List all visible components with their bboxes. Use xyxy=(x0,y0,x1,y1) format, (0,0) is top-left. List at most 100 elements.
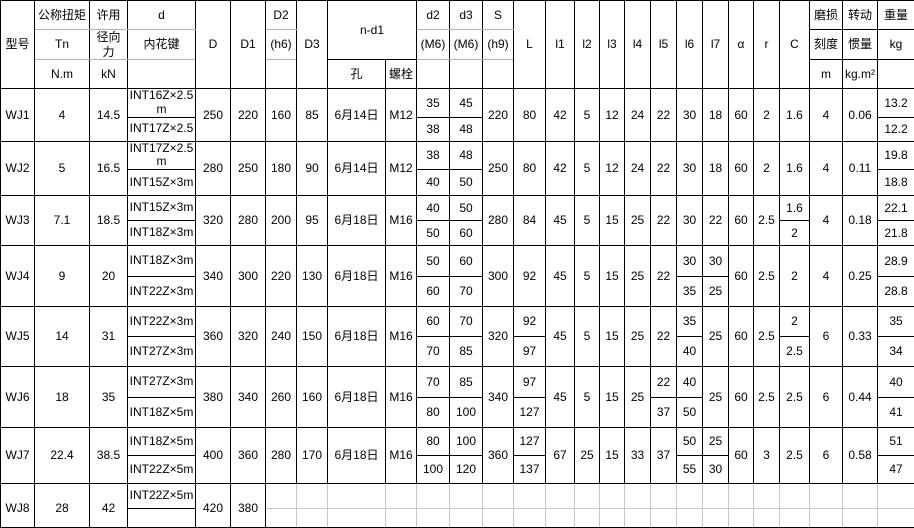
cell-WJ3-l3[interactable]: 15 xyxy=(600,196,625,246)
cell-WJ8-kn[interactable]: 42 xyxy=(90,484,128,528)
cell-WJ1-l7[interactable]: 18 xyxy=(703,89,729,142)
cell-WJ4-D3[interactable]: 130 xyxy=(297,246,328,307)
cell-WJ8-D3-1[interactable] xyxy=(297,484,328,509)
cell-WJ8-weight-2[interactable] xyxy=(878,509,914,528)
cell-WJ6-L-1[interactable]: 97 xyxy=(514,367,546,398)
cell-WJ5-C-1[interactable]: 2 xyxy=(780,307,810,337)
header-weight-title[interactable]: 重量 xyxy=(878,1,914,30)
cell-WJ8-wear-2[interactable] xyxy=(810,509,843,528)
cell-WJ4-D1[interactable]: 300 xyxy=(231,246,266,307)
cell-WJ8-l5-1[interactable] xyxy=(651,484,677,509)
cell-WJ5-l1[interactable]: 45 xyxy=(546,307,575,367)
cell-WJ8-l2-1[interactable] xyxy=(575,484,600,509)
cell-WJ2-wear[interactable]: 4 xyxy=(810,141,843,196)
cell-WJ1-weight-2[interactable]: 12.2 xyxy=(878,117,914,141)
cell-WJ1-d3-2[interactable]: 48 xyxy=(450,117,483,141)
cell-WJ7-l6-1[interactable]: 50 xyxy=(677,428,703,456)
cell-WJ4-l5[interactable]: 22 xyxy=(651,246,677,307)
cell-WJ7-l7-1[interactable]: 25 xyxy=(703,428,729,456)
cell-WJ4-model[interactable]: WJ4 xyxy=(1,246,35,307)
cell-WJ6-d3-1[interactable]: 85 xyxy=(450,367,483,398)
header-S-blank[interactable] xyxy=(483,60,514,89)
header-spline-title[interactable]: d xyxy=(128,1,196,30)
cell-WJ6-l5-1[interactable]: 22 xyxy=(651,367,677,398)
cell-WJ1-tn[interactable]: 4 xyxy=(35,89,90,142)
cell-WJ1-D3[interactable]: 85 xyxy=(297,89,328,142)
cell-WJ8-bolt-1[interactable] xyxy=(386,484,417,509)
cell-WJ4-l3[interactable]: 15 xyxy=(600,246,625,307)
cell-WJ8-D3-2[interactable] xyxy=(297,509,328,528)
cell-WJ7-inertia[interactable]: 0.58 xyxy=(843,428,878,484)
cell-WJ8-S-1[interactable] xyxy=(483,484,514,509)
cell-WJ5-D2[interactable]: 240 xyxy=(266,307,297,367)
header-radial-unit[interactable]: kN xyxy=(90,60,128,89)
cell-WJ1-d3-1[interactable]: 45 xyxy=(450,89,483,118)
cell-WJ3-inertia[interactable]: 0.18 xyxy=(843,196,878,246)
cell-WJ6-l6-1[interactable]: 40 xyxy=(677,367,703,398)
cell-WJ3-weight-2[interactable]: 21.8 xyxy=(878,221,914,246)
header-S-title[interactable]: S xyxy=(483,1,514,30)
cell-WJ7-bolt[interactable]: M16 xyxy=(386,428,417,484)
cell-WJ2-d3-1[interactable]: 48 xyxy=(450,141,483,170)
header-l7[interactable]: l7 xyxy=(703,1,729,89)
cell-WJ6-weight-1[interactable]: 40 xyxy=(878,367,914,398)
cell-WJ1-D2[interactable]: 160 xyxy=(266,89,297,142)
cell-WJ2-inertia[interactable]: 0.11 xyxy=(843,141,878,196)
cell-WJ8-weight-1[interactable] xyxy=(878,484,914,509)
cell-WJ5-r[interactable]: 2.5 xyxy=(754,307,780,367)
cell-WJ6-bolt[interactable]: M16 xyxy=(386,367,417,428)
header-weight-unit[interactable]: kg xyxy=(878,30,914,60)
cell-WJ8-alpha-2[interactable] xyxy=(729,509,754,528)
cell-WJ3-C-2[interactable]: 2 xyxy=(780,221,810,246)
cell-WJ8-C-1[interactable] xyxy=(780,484,810,509)
cell-WJ8-alpha-1[interactable] xyxy=(729,484,754,509)
cell-WJ6-l1[interactable]: 45 xyxy=(546,367,575,428)
cell-WJ4-D2[interactable]: 220 xyxy=(266,246,297,307)
cell-WJ3-l1[interactable]: 45 xyxy=(546,196,575,246)
cell-WJ5-l3[interactable]: 15 xyxy=(600,307,625,367)
cell-WJ5-d2-1[interactable]: 60 xyxy=(417,307,450,337)
cell-WJ1-l4[interactable]: 24 xyxy=(625,89,651,142)
cell-WJ8-l7-2[interactable] xyxy=(703,509,729,528)
cell-WJ6-l4[interactable]: 25 xyxy=(625,367,651,428)
cell-WJ1-r[interactable]: 2 xyxy=(754,89,780,142)
cell-WJ8-l1-1[interactable] xyxy=(546,484,575,509)
cell-WJ3-d3-1[interactable]: 50 xyxy=(450,196,483,221)
cell-WJ3-bolt[interactable]: M16 xyxy=(386,196,417,246)
cell-WJ3-spline-2[interactable]: INT18Z×3m xyxy=(128,221,196,246)
cell-WJ7-wear[interactable]: 6 xyxy=(810,428,843,484)
cell-WJ5-model[interactable]: WJ5 xyxy=(1,307,35,367)
header-weight-blank[interactable] xyxy=(878,60,914,89)
cell-WJ3-l2[interactable]: 5 xyxy=(575,196,600,246)
cell-WJ5-kn[interactable]: 31 xyxy=(90,307,128,367)
cell-WJ4-l7-1[interactable]: 30 xyxy=(703,246,729,277)
cell-WJ6-alpha[interactable]: 60 xyxy=(729,367,754,428)
cell-WJ1-model[interactable]: WJ1 xyxy=(1,89,35,142)
header-wear-title[interactable]: 磨损 xyxy=(810,1,843,30)
cell-WJ1-spline-1[interactable]: INT16Z×2.5m xyxy=(128,89,196,118)
cell-WJ8-D2-2[interactable] xyxy=(266,509,297,528)
cell-WJ5-l6-1[interactable]: 35 xyxy=(677,307,703,337)
header-D[interactable]: D xyxy=(196,1,231,89)
cell-WJ3-alpha[interactable]: 60 xyxy=(729,196,754,246)
cell-WJ2-l4[interactable]: 24 xyxy=(625,141,651,196)
cell-WJ4-S[interactable]: 300 xyxy=(483,246,514,307)
cell-WJ8-l6-1[interactable] xyxy=(677,484,703,509)
cell-WJ2-S[interactable]: 250 xyxy=(483,141,514,196)
cell-WJ5-D3[interactable]: 150 xyxy=(297,307,328,367)
cell-WJ3-l4[interactable]: 25 xyxy=(625,196,651,246)
cell-WJ6-r[interactable]: 2.5 xyxy=(754,367,780,428)
cell-WJ5-d2-2[interactable]: 70 xyxy=(417,337,450,367)
cell-WJ5-D[interactable]: 360 xyxy=(196,307,231,367)
cell-WJ7-l4[interactable]: 33 xyxy=(625,428,651,484)
cell-WJ8-inertia-1[interactable] xyxy=(843,484,878,509)
header-wear-unit[interactable]: m xyxy=(810,60,843,89)
cell-WJ3-C-1[interactable]: 1.6 xyxy=(780,196,810,221)
header-L[interactable]: L xyxy=(514,1,546,89)
cell-WJ4-weight-2[interactable]: 28.8 xyxy=(878,277,914,307)
cell-WJ3-wear[interactable]: 4 xyxy=(810,196,843,246)
cell-WJ4-d2-2[interactable]: 60 xyxy=(417,277,450,307)
cell-WJ3-D2[interactable]: 200 xyxy=(266,196,297,246)
cell-WJ2-D[interactable]: 280 xyxy=(196,141,231,196)
cell-WJ3-D[interactable]: 320 xyxy=(196,196,231,246)
